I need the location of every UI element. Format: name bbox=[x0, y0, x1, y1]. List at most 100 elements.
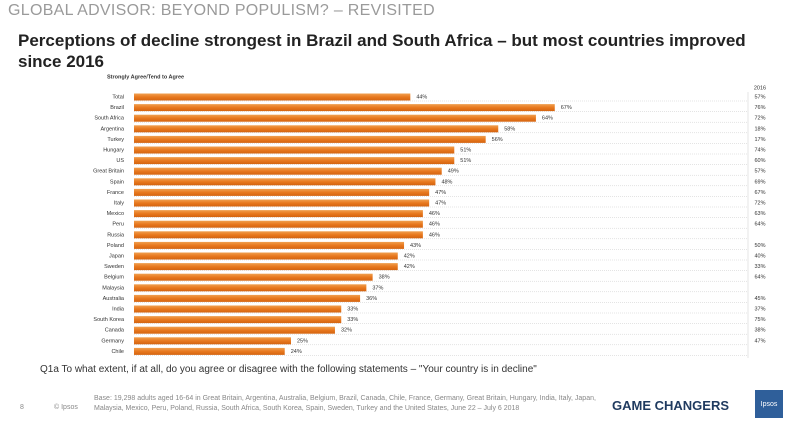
comparison-label: 40% bbox=[754, 253, 765, 259]
bar bbox=[134, 273, 373, 281]
value-label: 25% bbox=[297, 338, 308, 344]
value-label: 32% bbox=[341, 328, 352, 334]
header: GLOBAL ADVISOR: BEYOND POPULISM? – REVIS… bbox=[8, 2, 435, 19]
value-label: 58% bbox=[504, 126, 515, 132]
comparison-label: 57% bbox=[754, 169, 765, 175]
bar bbox=[134, 146, 455, 154]
comparison-label: 63% bbox=[754, 211, 765, 217]
category-label: Italy bbox=[114, 200, 124, 206]
value-label: 47% bbox=[435, 200, 446, 206]
category-label: Hungary bbox=[103, 147, 124, 153]
value-label: 36% bbox=[366, 296, 377, 302]
category-label: Great Britain bbox=[93, 169, 124, 175]
bar bbox=[134, 157, 455, 165]
comparison-label: 72% bbox=[754, 200, 765, 206]
comparison-label: 74% bbox=[754, 147, 765, 153]
bar bbox=[134, 199, 430, 207]
category-label: Turkey bbox=[107, 137, 124, 143]
category-label: India bbox=[112, 306, 125, 312]
value-label: 67% bbox=[561, 105, 572, 111]
bar bbox=[134, 104, 555, 112]
bar bbox=[134, 220, 423, 228]
value-label: 43% bbox=[410, 243, 421, 249]
value-label: 37% bbox=[372, 285, 383, 291]
brand-tagline: GAME CHANGERS bbox=[612, 398, 730, 413]
subtitle: Strongly Agree/Tend to Agree bbox=[107, 74, 184, 80]
bar bbox=[134, 294, 361, 302]
value-label: 48% bbox=[441, 179, 452, 185]
bar bbox=[134, 93, 411, 101]
comparison-label: 33% bbox=[754, 264, 765, 270]
value-label: 64% bbox=[542, 116, 553, 122]
comparison-label: 57% bbox=[754, 94, 765, 100]
category-label: Spain bbox=[110, 179, 124, 185]
category-label: South Korea bbox=[93, 317, 125, 323]
comparison-label: 69% bbox=[754, 179, 765, 185]
bar bbox=[134, 316, 342, 324]
value-label: 33% bbox=[347, 306, 358, 312]
bar bbox=[134, 167, 442, 175]
bar bbox=[134, 178, 436, 186]
comparison-label: 17% bbox=[754, 137, 765, 143]
value-label: 46% bbox=[429, 211, 440, 217]
category-label: Japan bbox=[109, 253, 124, 259]
comparison-label: 50% bbox=[754, 243, 765, 249]
category-label: Poland bbox=[107, 243, 124, 249]
bar bbox=[134, 305, 342, 313]
comparison-label: 18% bbox=[754, 126, 765, 132]
page-number: 8 bbox=[20, 404, 24, 411]
question: Q1a To what extent, if at all, do you ag… bbox=[40, 364, 537, 375]
value-label: 46% bbox=[429, 232, 440, 238]
bar bbox=[134, 125, 499, 133]
bar bbox=[134, 252, 398, 260]
category-label: Germany bbox=[101, 338, 124, 344]
bar bbox=[134, 347, 285, 355]
category-label: Argentina bbox=[100, 126, 124, 132]
category-label: Chile bbox=[111, 349, 124, 355]
category-label: Sweden bbox=[104, 264, 124, 270]
category-label: Brazil bbox=[110, 105, 124, 111]
comparison-label: 37% bbox=[754, 306, 765, 312]
comparison-label: 75% bbox=[754, 317, 765, 323]
bar bbox=[134, 337, 291, 345]
category-label: Belgium bbox=[104, 275, 124, 281]
bar bbox=[134, 231, 423, 239]
bar bbox=[134, 326, 335, 334]
column-header: 2016 bbox=[754, 85, 766, 91]
category-label: South Africa bbox=[94, 116, 125, 122]
category-label: US bbox=[116, 158, 124, 164]
comparison-label: 76% bbox=[754, 105, 765, 111]
value-label: 51% bbox=[460, 147, 471, 153]
value-label: 49% bbox=[448, 169, 459, 175]
category-label: Total bbox=[112, 94, 124, 100]
bar bbox=[134, 241, 405, 249]
value-label: 44% bbox=[416, 94, 427, 100]
bar bbox=[134, 188, 430, 196]
value-label: 46% bbox=[429, 222, 440, 228]
category-label: Russia bbox=[107, 232, 125, 238]
comparison-label: 64% bbox=[754, 275, 765, 281]
bar bbox=[134, 210, 423, 218]
value-label: 38% bbox=[379, 275, 390, 281]
bar bbox=[134, 284, 367, 292]
category-label: Australia bbox=[103, 296, 125, 302]
comparison-label: 60% bbox=[754, 158, 765, 164]
logo: Ipsos bbox=[755, 390, 783, 418]
category-label: Peru bbox=[112, 222, 124, 228]
value-label: 33% bbox=[347, 317, 358, 323]
value-label: 47% bbox=[435, 190, 446, 196]
comparison-label: 67% bbox=[754, 190, 765, 196]
category-label: France bbox=[107, 190, 124, 196]
category-label: Malaysia bbox=[102, 285, 125, 291]
bar bbox=[134, 135, 486, 143]
comparison-label: 72% bbox=[754, 116, 765, 122]
value-label: 42% bbox=[404, 264, 415, 270]
comparison-label: 38% bbox=[754, 328, 765, 334]
source: © Ipsos bbox=[54, 404, 78, 411]
category-label: Canada bbox=[105, 328, 125, 334]
base-note: Base: 19,298 adults aged 16-64 in Great … bbox=[94, 395, 596, 412]
bar bbox=[134, 114, 536, 122]
comparison-label: 45% bbox=[754, 296, 765, 302]
